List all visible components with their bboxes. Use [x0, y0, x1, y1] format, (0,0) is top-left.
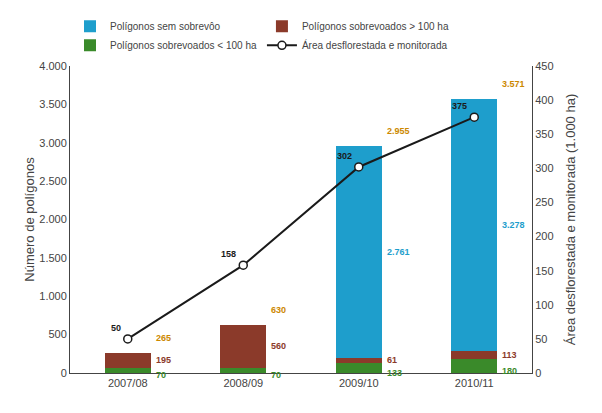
svg-text:133: 133 — [387, 368, 402, 378]
svg-text:Polígonos sobrevoados < 100 ha: Polígonos sobrevoados < 100 ha — [110, 40, 257, 51]
svg-text:2.761: 2.761 — [387, 247, 410, 257]
svg-text:1.500: 1.500 — [39, 252, 67, 264]
svg-text:400: 400 — [535, 94, 553, 106]
svg-text:300: 300 — [535, 162, 553, 174]
svg-text:2.955: 2.955 — [387, 126, 410, 136]
svg-text:4.000: 4.000 — [39, 60, 67, 72]
svg-text:Polígonos sem sobrevôo: Polígonos sem sobrevôo — [110, 21, 221, 32]
svg-text:375: 375 — [452, 101, 467, 111]
svg-text:50: 50 — [111, 323, 121, 333]
svg-text:500: 500 — [48, 328, 66, 340]
svg-text:200: 200 — [535, 230, 553, 242]
svg-text:0: 0 — [535, 367, 541, 379]
svg-text:61: 61 — [387, 355, 397, 365]
svg-text:113: 113 — [502, 350, 517, 360]
svg-text:70: 70 — [156, 370, 166, 380]
svg-text:2.000: 2.000 — [39, 213, 67, 225]
svg-text:2.500: 2.500 — [39, 175, 67, 187]
svg-text:3.500: 3.500 — [39, 98, 67, 110]
svg-text:350: 350 — [535, 128, 553, 140]
svg-text:Área desflorestada e monitorad: Área desflorestada e monitorada — [302, 39, 448, 51]
svg-text:Área desflorestada e monitorad: Área desflorestada e monitorada (1.000 h… — [563, 94, 578, 346]
svg-text:3.278: 3.278 — [502, 220, 525, 230]
svg-text:158: 158 — [221, 249, 236, 259]
svg-text:Polígonos sobrevoados > 100 ha: Polígonos sobrevoados > 100 ha — [302, 21, 449, 32]
svg-text:265: 265 — [156, 333, 171, 343]
svg-text:150: 150 — [535, 265, 553, 277]
svg-text:2008/09: 2008/09 — [223, 377, 263, 389]
svg-text:Número de polígonos: Número de polígonos — [22, 157, 37, 282]
svg-text:100: 100 — [535, 299, 553, 311]
svg-text:195: 195 — [156, 355, 171, 365]
svg-text:2009/10: 2009/10 — [339, 377, 379, 389]
svg-text:0: 0 — [61, 367, 67, 379]
svg-text:250: 250 — [535, 196, 553, 208]
svg-text:1.000: 1.000 — [39, 290, 67, 302]
svg-text:560: 560 — [271, 341, 286, 351]
svg-text:180: 180 — [502, 366, 517, 376]
svg-text:302: 302 — [337, 151, 352, 161]
svg-text:3.000: 3.000 — [39, 137, 67, 149]
svg-text:50: 50 — [535, 333, 547, 345]
svg-text:450: 450 — [535, 60, 553, 72]
svg-text:2007/08: 2007/08 — [108, 377, 148, 389]
svg-text:70: 70 — [271, 370, 281, 380]
svg-text:3.571: 3.571 — [502, 79, 525, 89]
svg-text:630: 630 — [271, 305, 286, 315]
svg-text:2010/11: 2010/11 — [455, 377, 494, 389]
